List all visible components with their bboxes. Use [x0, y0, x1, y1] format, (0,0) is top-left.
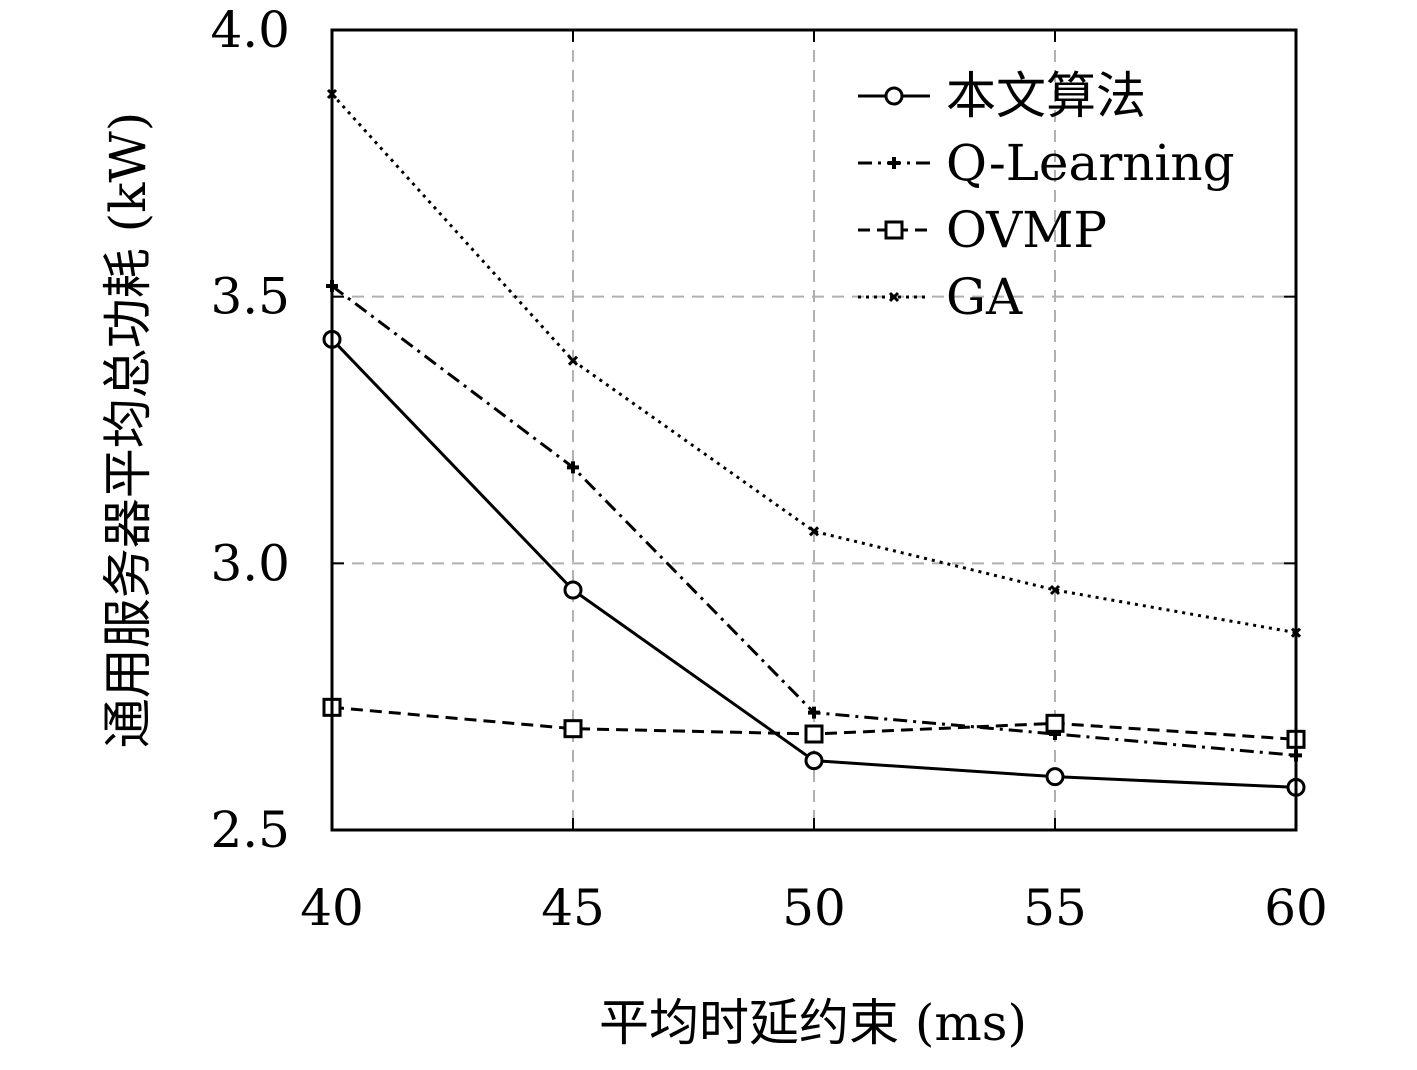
data-point — [808, 526, 820, 537]
y-tick-label: 4.0 — [210, 1, 290, 59]
legend-marker — [888, 291, 900, 303]
legend-label: OVMP — [946, 201, 1107, 259]
legend-marker — [888, 157, 900, 169]
y-tick-label: 3.5 — [210, 268, 290, 326]
legend-label: Q-Learning — [946, 134, 1235, 192]
x-tick-label: 45 — [541, 879, 605, 937]
x-tick-label: 50 — [782, 879, 846, 937]
data-point — [804, 724, 824, 744]
legend-marker — [884, 220, 904, 240]
legend-entry: OVMP — [858, 201, 1107, 259]
series-3 — [322, 697, 1306, 749]
data-point — [1049, 584, 1061, 596]
data-point — [1045, 767, 1065, 787]
data-point — [808, 706, 820, 719]
y-tick-label: 2.5 — [210, 801, 290, 859]
tick-layer: 40 45 50 55 60 2.5 3.0 3.5 4.0 — [210, 1, 1327, 937]
x-tick-label: 55 — [1023, 879, 1087, 937]
x-tick-label: 40 — [300, 879, 364, 937]
data-point — [1045, 713, 1065, 733]
grid-layer — [332, 30, 1296, 830]
series-layer — [322, 88, 1306, 797]
legend-marker — [884, 86, 904, 106]
y-axis-title: 通用服务器平均总功耗 (kW) — [99, 112, 157, 749]
legend-entry: 本文算法 — [858, 67, 1146, 125]
data-point — [567, 355, 579, 366]
legend-entry: Q-Learning — [858, 134, 1235, 192]
data-point — [563, 719, 583, 739]
legend-label: 本文算法 — [946, 67, 1146, 125]
legend-label: GA — [946, 268, 1023, 326]
data-point — [563, 580, 583, 600]
legend-entry: GA — [858, 268, 1023, 326]
x-axis-title: 平均时延约束 (ms) — [599, 994, 1027, 1052]
series-line — [330, 92, 1297, 635]
x-tick-label: 60 — [1264, 879, 1328, 937]
legend: 本文算法 Q-Learning OVMP GA — [858, 67, 1235, 326]
data-point — [804, 751, 824, 771]
data-point — [567, 461, 579, 474]
y-tick-label: 3.0 — [210, 534, 290, 592]
